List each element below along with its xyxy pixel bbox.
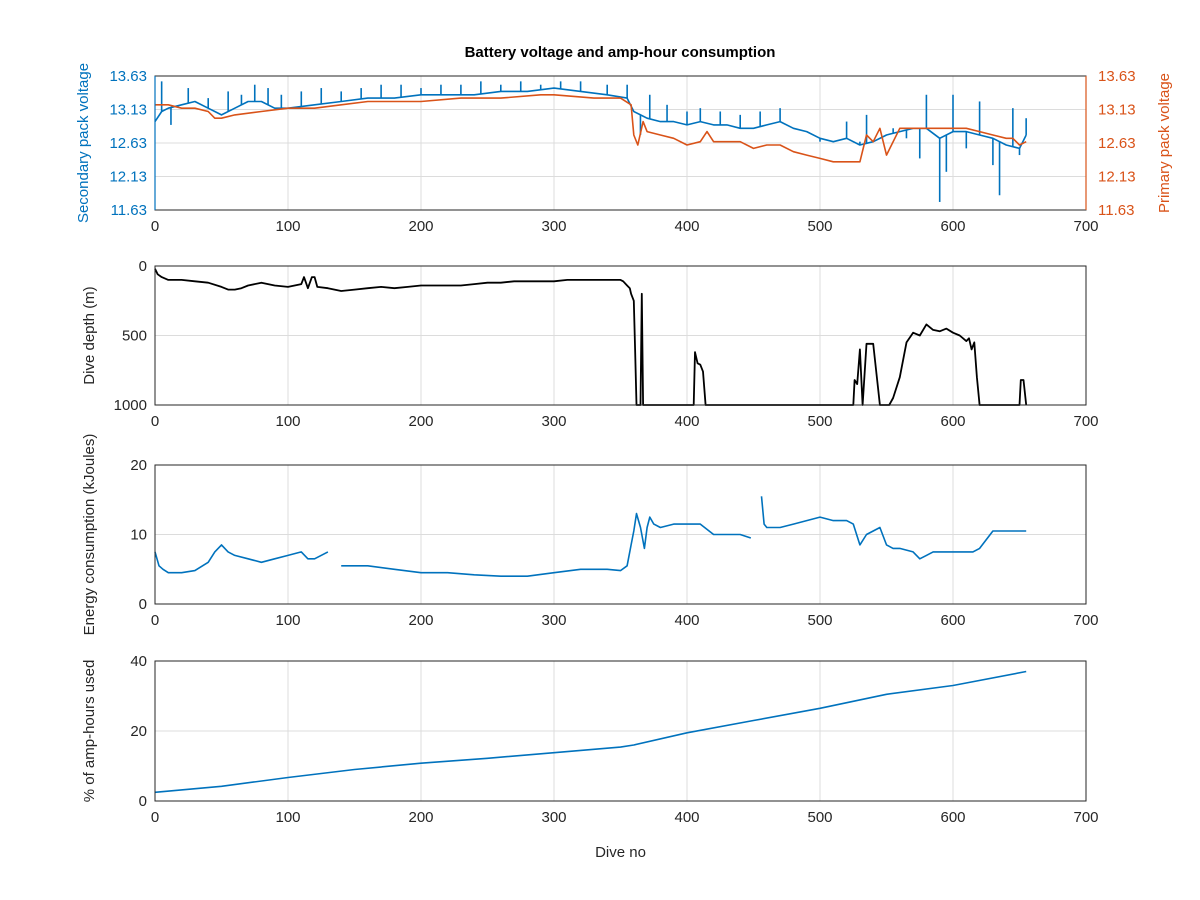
energy-y-tick-label: 0 bbox=[139, 596, 147, 613]
amp_hours-y-tick-label: 0 bbox=[139, 793, 147, 810]
energy-axes-box bbox=[154, 464, 1087, 605]
voltage-secondary-series-line bbox=[154, 87, 1027, 150]
voltage-y-axis-label: Secondary pack voltage bbox=[75, 63, 92, 223]
energy-y-axis-label: Energy consumption (kJoules) bbox=[81, 434, 98, 636]
amp_hours-y-tick-label: 20 bbox=[130, 723, 147, 740]
energy-y-tick-label: 20 bbox=[130, 457, 147, 474]
voltage-y2-axis-label: Primary pack voltage bbox=[1156, 73, 1173, 213]
voltage-primary-series-line bbox=[155, 94, 1027, 163]
voltage-x-tick-label: 500 bbox=[807, 218, 832, 235]
energy-x-tick-label: 100 bbox=[275, 612, 300, 629]
voltage-x-tick-label: 0 bbox=[151, 218, 159, 235]
voltage-x-tick-label: 700 bbox=[1073, 218, 1098, 235]
depth-x-tick-label: 200 bbox=[408, 413, 433, 430]
chart-title: Battery voltage and amp-hour consumption bbox=[465, 44, 776, 61]
depth-x-tick-label: 700 bbox=[1073, 413, 1098, 430]
amp-hours-panel: 0 100 200 300 400 500 600 700 0 20 40 % of amp-hour… bbox=[81, 653, 1099, 861]
depth-x-tick-label: 0 bbox=[151, 413, 159, 430]
depth-y-tick-label: 1000 bbox=[114, 397, 147, 414]
amp_hours-y-axis-label: % of amp-hours used bbox=[81, 660, 98, 803]
amp_hours-x-tick-label: 0 bbox=[151, 809, 159, 826]
amp_hours-amp_hours-series-line bbox=[154, 670, 1027, 794]
depth-x-tick-label: 600 bbox=[940, 413, 965, 430]
amp_hours-x-tick-label: 100 bbox=[275, 809, 300, 826]
depth-y-tick-label: 500 bbox=[122, 328, 147, 345]
energy-energy-series-line bbox=[154, 496, 1027, 577]
voltage-x-tick-label: 600 bbox=[940, 218, 965, 235]
amp_hours-x-tick-label: 200 bbox=[408, 809, 433, 826]
voltage-y2-tick-label: 13.63 bbox=[1098, 68, 1136, 85]
depth-panel: 0 100 200 300 400 500 600 700 0 500 1000 Dive depth… bbox=[81, 258, 1099, 430]
energy-x-tick-label: 400 bbox=[674, 612, 699, 629]
voltage-x-tick-label: 300 bbox=[541, 218, 566, 235]
energy-panel: 0 100 200 300 400 500 600 700 0 10 20 Energy consum… bbox=[81, 434, 1099, 636]
amp_hours-y-tick-label: 40 bbox=[130, 653, 147, 670]
energy-x-tick-label: 300 bbox=[541, 612, 566, 629]
depth-x-tick-label: 500 bbox=[807, 413, 832, 430]
voltage-y-tick-label: 12.63 bbox=[109, 135, 147, 152]
energy-x-tick-label: 0 bbox=[151, 612, 159, 629]
depth-y-axis-label: Dive depth (m) bbox=[81, 286, 98, 384]
depth-axes-box bbox=[154, 265, 1087, 406]
depth-x-tick-label: 100 bbox=[275, 413, 300, 430]
voltage-y2-tick-label: 13.13 bbox=[1098, 102, 1136, 119]
energy-x-tick-label: 700 bbox=[1073, 612, 1098, 629]
amp_hours-x-axis-label: Dive no bbox=[595, 844, 646, 861]
voltage-y2-tick-label: 12.13 bbox=[1098, 169, 1136, 186]
depth-x-tick-label: 400 bbox=[674, 413, 699, 430]
amp_hours-axes-box bbox=[154, 660, 1087, 802]
voltage-x-tick-label: 100 bbox=[275, 218, 300, 235]
voltage-panel: 0 100 200 300 400 500 600 70011.6312.1312.6313.… bbox=[75, 63, 1173, 235]
amp_hours-x-tick-label: 300 bbox=[541, 809, 566, 826]
energy-x-tick-label: 500 bbox=[807, 612, 832, 629]
voltage-y-tick-label: 12.13 bbox=[109, 169, 147, 186]
energy-y-tick-label: 10 bbox=[130, 527, 147, 544]
amp_hours-x-tick-label: 700 bbox=[1073, 809, 1098, 826]
voltage-y-tick-label: 13.13 bbox=[109, 102, 147, 119]
energy-x-tick-label: 600 bbox=[940, 612, 965, 629]
amp_hours-x-tick-label: 400 bbox=[674, 809, 699, 826]
depth-y-tick-label: 0 bbox=[139, 258, 147, 275]
voltage-y-tick-label: 11.63 bbox=[111, 202, 147, 219]
amp_hours-x-tick-label: 500 bbox=[807, 809, 832, 826]
voltage-y2-tick-label: 12.63 bbox=[1098, 135, 1136, 152]
depth-x-tick-label: 300 bbox=[541, 413, 566, 430]
voltage-x-tick-label: 400 bbox=[674, 218, 699, 235]
voltage-y-tick-label: 13.63 bbox=[109, 68, 147, 85]
voltage-y2-tick-label: 11.63 bbox=[1098, 202, 1134, 219]
amp_hours-x-tick-label: 600 bbox=[940, 809, 965, 826]
voltage-x-tick-label: 200 bbox=[408, 218, 433, 235]
energy-x-tick-label: 200 bbox=[408, 612, 433, 629]
